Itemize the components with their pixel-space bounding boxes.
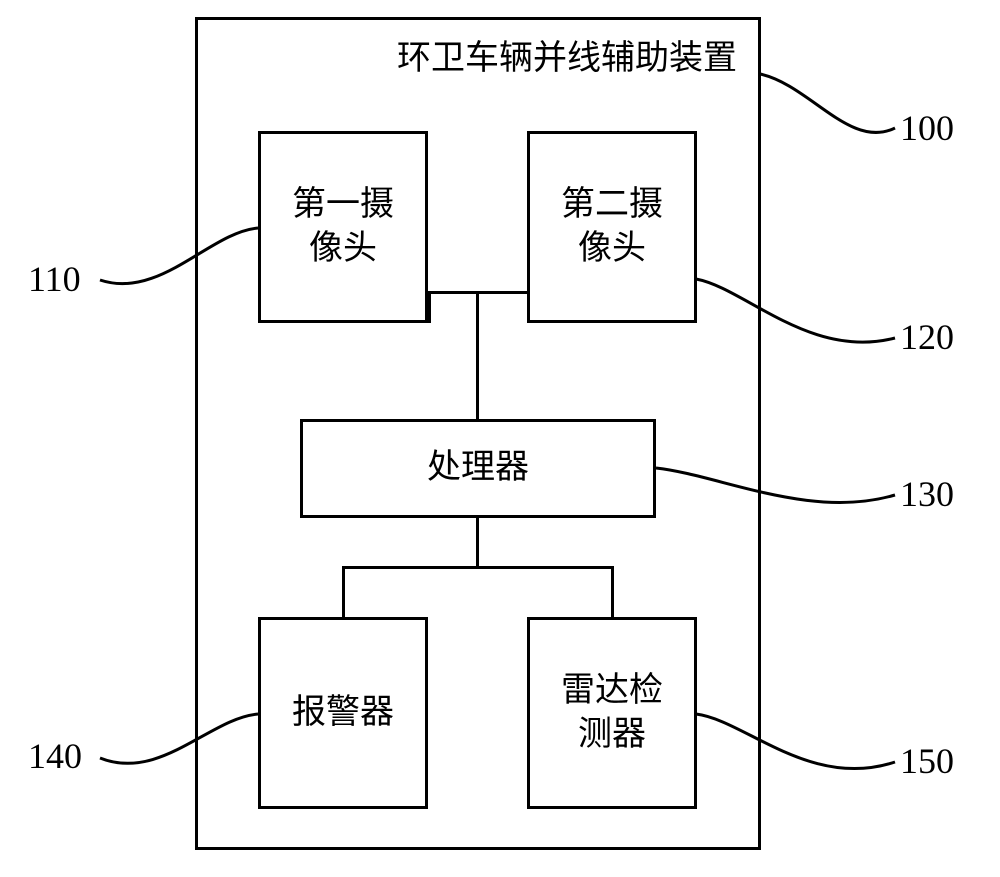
callout-label-130: 130: [900, 473, 954, 515]
callout-label-150: 150: [900, 740, 954, 782]
callout-label-140: 140: [28, 735, 82, 777]
callout-label-120: 120: [900, 316, 954, 358]
callout-label-100: 100: [900, 107, 954, 149]
callout-curves: [0, 0, 1000, 877]
callout-label-110: 110: [28, 258, 81, 300]
